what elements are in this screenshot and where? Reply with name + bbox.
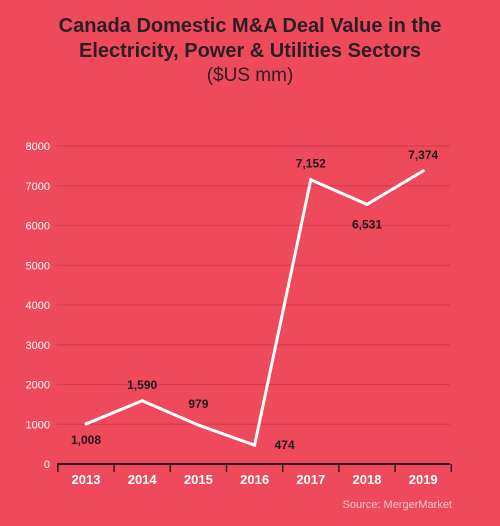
x-tick-label: 2016: [240, 472, 269, 487]
chart-title-line-1: Canada Domestic M&A Deal Value in the: [58, 15, 442, 37]
x-tick-label: 2019: [409, 472, 438, 487]
data-label: 7,152: [296, 157, 326, 171]
data-point: [140, 399, 144, 403]
y-tick-label: 6000: [26, 221, 50, 233]
y-tick-label: 0: [44, 459, 50, 471]
data-point: [253, 443, 257, 447]
x-tick-label: 2015: [184, 472, 213, 487]
x-tick-label: 2017: [296, 472, 325, 487]
data-label: 1,008: [71, 433, 101, 447]
data-label: 474: [275, 438, 295, 452]
y-tick-label: 7000: [26, 181, 50, 193]
series-line: [85, 169, 424, 448]
data-label: 1,590: [127, 378, 157, 392]
data-label: 6,531: [352, 217, 382, 231]
data-label: 979: [188, 397, 208, 411]
x-tick-label: 2013: [72, 472, 101, 487]
data-label: 7,374: [408, 148, 438, 162]
source-note: Source: MergerMarket: [342, 499, 452, 511]
y-tick-label: 5000: [26, 260, 50, 272]
y-tick-label: 8000: [26, 141, 50, 153]
y-tick-label: 2000: [26, 380, 50, 392]
chart-title: Canada Domestic M&A Deal Value in the El…: [0, 14, 500, 64]
data-point: [421, 169, 425, 173]
x-tick-label: 2014: [128, 472, 158, 487]
y-tick-label: 1000: [26, 419, 50, 431]
data-point: [84, 422, 88, 426]
y-tick-label: 3000: [26, 340, 50, 352]
data-point: [309, 178, 313, 182]
x-tick-label: 2018: [353, 472, 382, 487]
data-point: [365, 202, 369, 206]
chart-subtitle: ($US mm): [206, 65, 294, 86]
chart-title-line-2: Electricity, Power & Utilities Sectors: [79, 40, 421, 62]
y-tick-label: 4000: [26, 300, 50, 312]
data-point: [196, 423, 200, 427]
